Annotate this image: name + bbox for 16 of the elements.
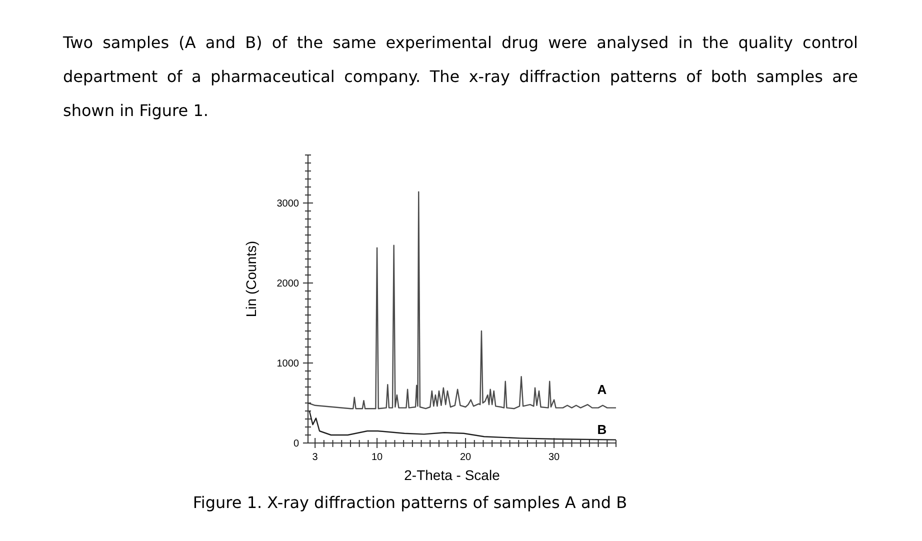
- x-tick-label: 10: [371, 452, 384, 463]
- x-tick-label: 30: [548, 452, 560, 463]
- series-label: B: [597, 422, 607, 437]
- x-tick-label: 20: [460, 452, 472, 463]
- series-label: A: [597, 382, 608, 397]
- y-tick-label: 2000: [276, 278, 300, 290]
- caption: Figure 1. X-ray diffraction patterns of samples A and B: [192, 493, 628, 512]
- x-tick-label: 3: [312, 452, 318, 463]
- chart-title: Two samples (A and B) of the same experimental drug were analysed in the quality control department of a pharmaceutical company. The x-ray diffraction patterns of both samples are shown in Figure 1.: [63, 32, 858, 122]
- y-tick-label: 0: [293, 438, 300, 450]
- y-axis-title: Lin (Counts): [243, 240, 259, 318]
- y-tick-label: 1000: [276, 358, 300, 370]
- line-series: [308, 410, 617, 440]
- line-series: [307, 191, 617, 410]
- y-tick-label: 3000: [276, 198, 300, 210]
- x-axis-title: 2-Theta - Scale: [404, 467, 500, 483]
